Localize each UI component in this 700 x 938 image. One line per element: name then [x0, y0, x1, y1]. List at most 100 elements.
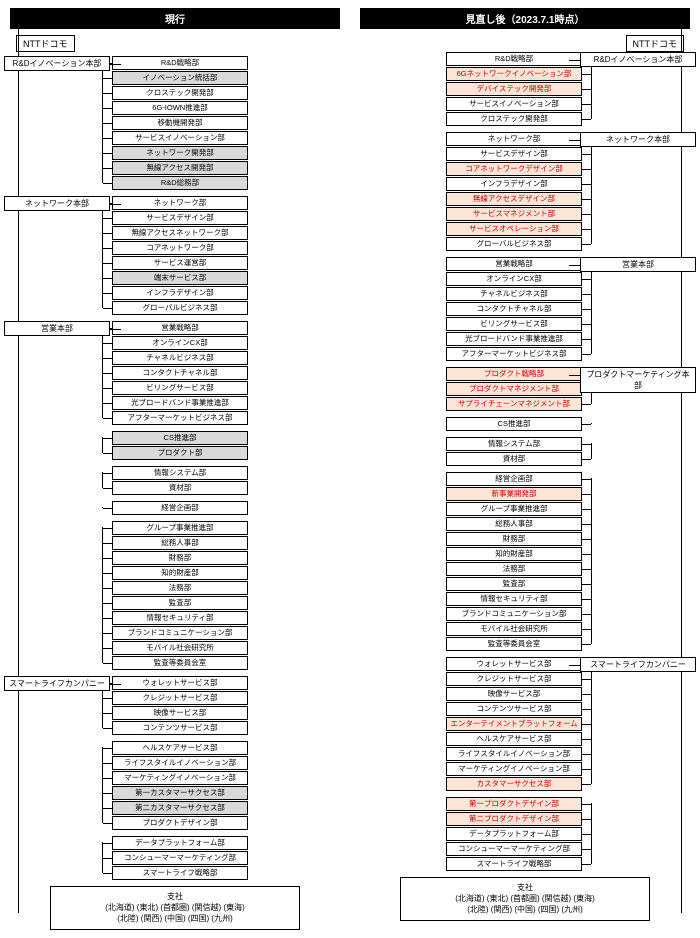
dept-box: 6G-IOWN推進部: [112, 101, 248, 115]
dept-box: モバイル社会研究所: [112, 641, 248, 655]
dept-list: CS推進部プロダクト部: [112, 431, 340, 460]
dept-box: ビリングサービス部: [446, 317, 582, 331]
branch-line2: (北陸) (関西) (中国) (四国) (九州): [405, 904, 645, 915]
org-group: CS推進部: [360, 417, 690, 431]
dept-box: サービスオペレーション部: [446, 222, 582, 236]
dept-box: アフターマーケットビジネス部: [446, 347, 582, 361]
division-label: 営業本部: [580, 257, 696, 272]
dept-box: 営業戦略部: [112, 321, 248, 335]
tree-left: R&Dイノベーション本部R&D戦略部イノベーション統括部クロステック開発部6G-…: [10, 56, 340, 880]
org-group: 経営企画部: [10, 501, 340, 515]
dept-box: 経営企画部: [112, 501, 248, 515]
dept-box: ライフスタイルイノベーション部: [112, 756, 248, 770]
dept-list: R&D戦略部イノベーション統括部クロステック開発部6G-IOWN推進部移動機開発…: [112, 56, 340, 190]
company-box: NTTドコモ: [16, 35, 75, 52]
dept-box: コンテンツサービス部: [446, 702, 582, 716]
dept-box: グローバルビジネス部: [446, 237, 582, 251]
org-group: スマートライフカンパニーウォレットサービス部クレジットサービス部映像サービス部コ…: [360, 657, 690, 791]
org-group: 第一プロダクトデザイン部第二プロダクトデザイン部データプラットフォーム部コンシュ…: [360, 797, 690, 871]
org-group: 営業本部営業戦略部オンラインCX部チャネルビジネス部コンタクトチャネル部ビリング…: [10, 321, 340, 425]
dept-box: 監査等委員会室: [112, 656, 248, 670]
org-group: R&Dイノベーション本部R&D戦略部6Gネットワークイノベーション部デバイステッ…: [360, 52, 690, 126]
dept-box: グループ事業推進部: [112, 521, 248, 535]
dept-box: 監査部: [446, 577, 582, 591]
dept-box: 無線アクセスネットワーク部: [112, 226, 248, 240]
dept-list: ネットワーク部サービスデザイン部コアネットワークデザイン部インフラデザイン部無線…: [360, 132, 582, 251]
dept-box: サービスイノベーション部: [446, 97, 582, 111]
division-label: ネットワーク本部: [580, 132, 696, 147]
dept-box: クレジットサービス部: [446, 672, 582, 686]
dept-box: サービスマネジメント部: [446, 207, 582, 221]
dept-box: グローバルビジネス部: [112, 301, 248, 315]
dept-box: プロダクトマネジメント部: [446, 382, 582, 396]
branch-line2: (北陸) (関西) (中国) (四国) (九州): [55, 913, 295, 924]
dept-box: インフラデザイン部: [112, 286, 248, 300]
dept-box: チャネルビジネス部: [112, 351, 248, 365]
dept-list: 第一プロダクトデザイン部第二プロダクトデザイン部データプラットフォーム部コンシュ…: [360, 797, 582, 871]
header-current: 現行: [10, 8, 340, 29]
dept-list: 経営企画部新事業開発部グループ事業推進部総務人事部財務部知的財産部法務部監査部情…: [360, 472, 582, 651]
dept-list: プロダクト戦略部プロダクトマネジメント部サプライチェーンマネジメント部: [360, 367, 582, 411]
division-label: スマートライフカンパニー: [580, 657, 696, 672]
dept-list: データプラットフォーム部コンシューマーマーケティング部スマートライフ戦略部: [112, 836, 340, 880]
dept-box: 情報システム部: [112, 466, 248, 480]
org-group: CS推進部プロダクト部: [10, 431, 340, 460]
dept-box: スマートライフ戦略部: [112, 866, 248, 880]
dept-list: ネットワーク部サービスデザイン部無線アクセスネットワーク部コアネットワーク部サー…: [112, 196, 340, 315]
branch-box: 支社 (北海道) (東北) (首都圏) (関信越) (東海) (北陸) (関西)…: [400, 877, 650, 921]
org-group: データプラットフォーム部コンシューマーマーケティング部スマートライフ戦略部: [10, 836, 340, 880]
dept-box: コアネットワーク部: [112, 241, 248, 255]
dept-box: 第一プロダクトデザイン部: [446, 797, 582, 811]
dept-box: ネットワーク部: [446, 132, 582, 146]
company-box: NTTドコモ: [626, 35, 685, 52]
dept-box: 6Gネットワークイノベーション部: [446, 67, 582, 81]
dept-box: モバイル社会研究所: [446, 622, 582, 636]
dept-box: 財務部: [112, 551, 248, 565]
division-label: 営業本部: [4, 321, 110, 336]
dept-box: インフラデザイン部: [446, 177, 582, 191]
dept-box: クロステック開発部: [112, 86, 248, 100]
dept-box: コンシューマーマーケティング部: [446, 842, 582, 856]
dept-box: R&D戦略部: [446, 52, 582, 66]
dept-box: 資材部: [112, 481, 248, 495]
dept-box: ネットワーク開発部: [112, 146, 248, 160]
dept-list: 情報システム部資材部: [360, 437, 582, 466]
dept-box: プロダクトデザイン部: [112, 816, 248, 830]
dept-box: サービス運営部: [112, 256, 248, 270]
branch-box: 支社 (北海道) (東北) (首都圏) (関信越) (東海) (北陸) (関西)…: [50, 886, 300, 930]
dept-box: 法務部: [446, 562, 582, 576]
dept-box: 監査等委員会室: [446, 637, 582, 651]
branch-title: 支社: [55, 891, 295, 902]
dept-box: プロダクト戦略部: [446, 367, 582, 381]
dept-box: オンラインCX部: [112, 336, 248, 350]
dept-box: 総務人事部: [112, 536, 248, 550]
dept-box: ブランドコミュニケーション部: [112, 626, 248, 640]
dept-box: 無線アクセスデザイン部: [446, 192, 582, 206]
dept-box: コンタクトチャネル部: [112, 366, 248, 380]
dept-box: エンターテイメントプラットフォーム部: [446, 717, 582, 731]
division-label: R&Dイノベーション本部: [580, 52, 696, 67]
dept-box: 映像サービス部: [446, 687, 582, 701]
dept-box: チャネルビジネス部: [446, 287, 582, 301]
dept-list: 経営企画部: [112, 501, 340, 515]
dept-box: R&D戦略部: [112, 56, 248, 70]
dept-box: 光ブロードバンド事業推進部: [112, 396, 248, 410]
dept-box: ライフスタイルイノベーション部: [446, 747, 582, 761]
dept-box: デバイステック開発部: [446, 82, 582, 96]
dept-box: アフターマーケットビジネス部: [112, 411, 248, 425]
dept-box: サービスイノベーション部: [112, 131, 248, 145]
dept-box: 光ブロードバンド事業推進部: [446, 332, 582, 346]
dept-box: コアネットワークデザイン部: [446, 162, 582, 176]
dept-box: ウォレットサービス部: [112, 676, 248, 690]
dept-box: 法務部: [112, 581, 248, 595]
dept-list: グループ事業推進部総務人事部財務部知的財産部法務部監査部情報セキュリティ部ブラン…: [112, 521, 340, 670]
dept-box: 情報セキュリティ部: [112, 611, 248, 625]
dept-box: マーケティングイノベーション部: [446, 762, 582, 776]
org-group: 情報システム部資材部: [360, 437, 690, 466]
dept-box: 総務人事部: [446, 517, 582, 531]
dept-list: 営業戦略部オンラインCX部チャネルビジネス部コンタクトチャネル部ビリングサービス…: [112, 321, 340, 425]
dept-box: データプラットフォーム部: [112, 836, 248, 850]
dept-box: 新事業開発部: [446, 487, 582, 501]
revised-column: 見直し後（2023.7.1時点） NTTドコモ R&Dイノベーション本部R&D戦…: [360, 8, 690, 930]
dept-box: クロステック開発部: [446, 112, 582, 126]
